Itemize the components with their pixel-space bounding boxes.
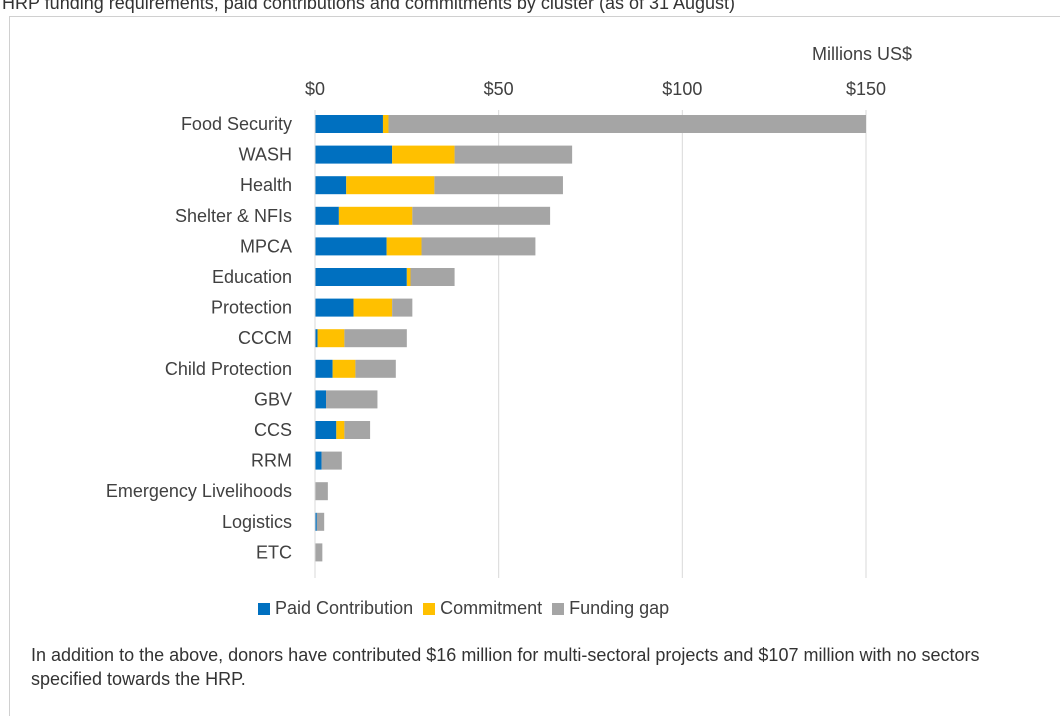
x-tick-label: $0 [305,79,325,99]
category-label: Logistics [222,512,292,532]
chart-frame [9,16,1060,716]
bar-segment [382,115,389,133]
bar-segment [386,237,422,256]
bar-segment [316,512,325,531]
category-label: Child Protection [165,359,292,379]
bar-segment [321,451,342,470]
bar-segment [317,329,345,348]
bar-segment [344,329,407,348]
bar-segment [338,206,413,225]
bar-segment [315,482,328,501]
bar-segment [315,115,383,133]
bar-segment [406,268,411,286]
bar-segment [315,176,347,195]
category-label: WASH [239,145,292,165]
bar-segment [315,451,322,470]
legend-item-paid: Paid Contribution [258,598,413,619]
category-labels: Food Security WASH Health Shelter & NFIs MPC… [106,114,292,562]
legend-label-gap: Funding gap [569,598,670,618]
category-label: Emergency Livelihoods [106,481,292,501]
category-label: RRM [251,451,292,471]
bar-segment [315,145,393,164]
bar-segment [315,298,354,317]
axis-unit-label: Millions US$ [812,44,913,64]
category-label: Food Security [181,114,292,134]
bar-segment [392,298,413,317]
category-label: MPCA [240,236,292,256]
legend-item-commitment: Commitment [423,598,542,619]
x-tick-label: $150 [846,79,886,99]
bar-segment [315,543,323,562]
footnote: In addition to the above, donors have co… [31,645,980,689]
bars [315,115,866,562]
x-axis-ticks: $0 $50 $100 $150 [305,79,886,99]
legend-item-gap: Funding gap [552,598,669,619]
bar-segment [388,115,866,133]
bar-segment [421,237,536,256]
category-label: Health [240,175,292,195]
x-tick-label: $100 [662,79,702,99]
bar-segment [412,206,551,225]
x-tick-label: $50 [484,79,514,99]
bar-segment [315,329,318,348]
legend-swatch-commitment [423,602,436,615]
category-label: Protection [211,298,292,318]
bar-segment [315,512,317,531]
legend-label-commitment: Commitment [440,598,543,618]
category-label: CCS [254,420,292,440]
category-label: CCCM [238,328,292,348]
bar-chart: $0 $50 $100 $150 Food Security WASH Health She… [106,79,886,578]
bar-segment [315,237,387,256]
category-label: GBV [254,389,292,409]
category-label: Shelter & NFIs [175,206,292,226]
category-label: Education [212,267,292,287]
bar-segment [392,145,455,164]
page-title: HRP funding requirements, paid contribut… [2,0,736,13]
bar-segment [332,359,356,378]
legend-swatch-gap [552,602,565,615]
legend-swatch-paid [258,602,270,615]
legend: Paid Contribution Commitment Funding gap [258,598,679,619]
bar-segment [346,176,435,195]
bar-segment [355,359,396,378]
category-label: ETC [256,542,292,562]
bar-segment [344,421,371,439]
bar-segment [336,421,345,439]
bar-segment [315,359,333,378]
bar-segment [315,390,327,409]
legend-label-paid: Paid Contribution [275,598,414,618]
bar-segment [315,421,337,439]
bar-segment [315,206,339,225]
bar-segment [434,176,563,195]
bar-segment [315,268,407,286]
bar-segment [454,145,573,164]
bar-segment [410,268,455,286]
bar-segment [326,390,378,409]
bar-segment [353,298,393,317]
